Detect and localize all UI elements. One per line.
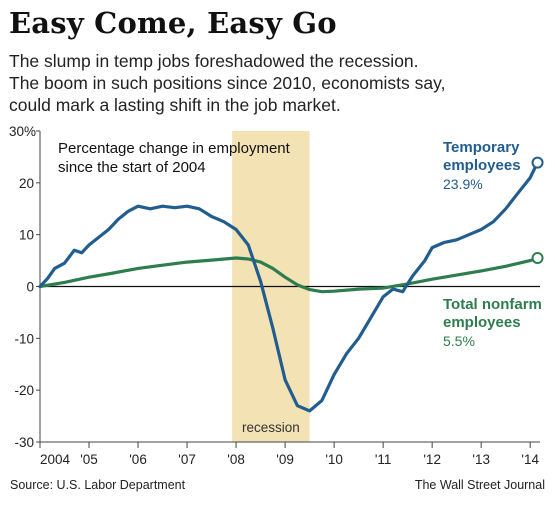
y-tick-label: -30: [14, 435, 34, 450]
y-tick-label: 0: [26, 280, 34, 295]
subtitle-line: The slump in temp jobs foreshadowed the …: [9, 51, 419, 71]
subtitle-line: The boom in such positions since 2010, e…: [9, 73, 446, 93]
y-tick-label: 30%: [9, 124, 36, 139]
series-end-value: 5.5%: [443, 333, 475, 349]
x-tick-label: 2004: [40, 452, 71, 467]
x-tick-label: '05: [80, 452, 98, 467]
source-note: Source: U.S. Labor Department: [10, 478, 186, 492]
x-tick-label: '13: [472, 452, 490, 467]
y-tick-label: 10: [19, 228, 34, 243]
series-line: [38, 256, 540, 294]
x-tick-label: '08: [227, 452, 245, 467]
series-label: employees: [443, 314, 521, 331]
chart-annotation: Percentage change in employment: [58, 140, 291, 157]
series-line: [38, 161, 540, 413]
chart-title: Easy Come, Easy Go: [9, 6, 337, 40]
recession-label: recession: [242, 420, 300, 435]
y-tick-label: -10: [14, 331, 34, 346]
series-end-value: 23.9%: [443, 176, 483, 192]
series-end-marker: [531, 251, 544, 264]
y-tick-label: 20: [19, 176, 34, 191]
publisher-credit: The Wall Street Journal: [414, 478, 545, 492]
series-label: Total nonfarm: [443, 296, 542, 313]
y-tick-label: -20: [14, 383, 34, 398]
x-tick-label: '09: [276, 452, 294, 467]
subtitle-line: could mark a lasting shift in the job ma…: [9, 95, 341, 115]
x-tick-label: '07: [178, 452, 196, 467]
series-label: employees: [443, 157, 521, 174]
x-tick-label: '11: [375, 452, 392, 467]
x-tick-label: '06: [129, 452, 147, 467]
series-end-marker: [531, 156, 544, 169]
x-tick-label: '12: [423, 452, 441, 467]
series-label: Temporary: [443, 139, 520, 156]
x-tick-label: '14: [521, 452, 539, 467]
x-tick-label: '10: [325, 452, 343, 467]
chart-subtitle: The slump in temp jobs foreshadowed the …: [9, 50, 529, 116]
chart-annotation: since the start of 2004: [58, 159, 206, 176]
